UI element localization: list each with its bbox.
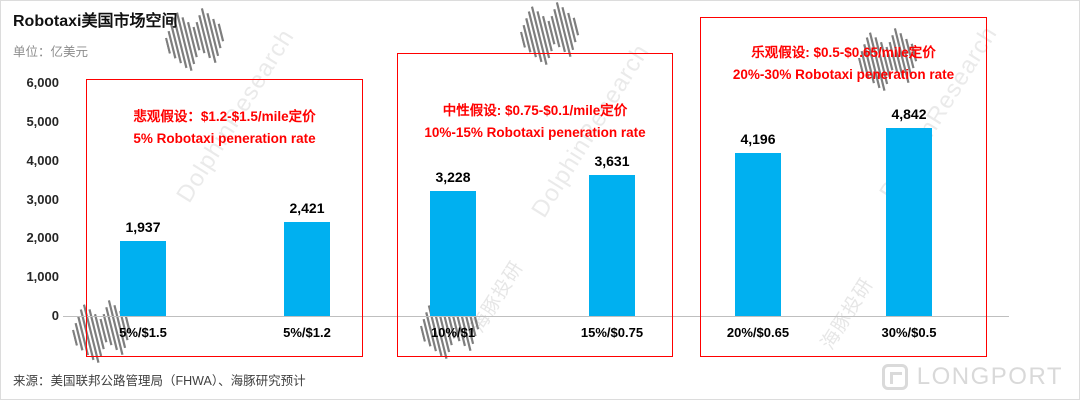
assumption-line-2: 10%-15% Robotaxi peneration rate [424, 125, 646, 140]
page-title: Robotaxi美国市场空间 [13, 13, 178, 30]
bar-category-label: 5%/$1.2 [283, 325, 331, 340]
y-tick-label: 2,000 [26, 230, 59, 246]
assumption-line-1: 中性假设: $0.75-$0.1/mile定价 [442, 103, 628, 118]
bar-20%/$0.65 [735, 153, 781, 316]
x-axis-line [63, 316, 1009, 317]
assumption-line-2: 5% Robotaxi peneration rate [133, 131, 316, 146]
assumption-line-1: 悲观假设：$1.2-$1.5/mile定价 [133, 109, 316, 124]
y-tick-label: 6,000 [26, 75, 59, 90]
bar-10%/$1 [430, 191, 476, 316]
longport-logo: LONGPORT [881, 363, 1063, 391]
source-note: 来源：美国联邦公路管理局（FHWA）、海豚研究预计 [13, 374, 306, 388]
assumption-box-neutral: 中性假设: $0.75-$0.1/mile定价 10%-15% Robotaxi… [397, 53, 673, 357]
assumption-line-2: 20%-30% Robotaxi peneration rate [732, 67, 955, 82]
longport-logo-text: LONGPORT [916, 363, 1063, 390]
bar-category-label: 30%/$0.5 [881, 325, 937, 340]
unit-label: 单位：亿美元 [13, 45, 89, 59]
bar-30%/$0.5 [886, 128, 932, 316]
bar-value-label: 3,228 [435, 169, 471, 185]
longport-logo-icon [881, 364, 908, 390]
bar-category-label: 20%/$0.65 [726, 325, 790, 340]
y-tick-label: 4,000 [26, 152, 59, 168]
assumption-box-pessimistic: 悲观假设：$1.2-$1.5/mile定价 5% Robotaxi penera… [86, 79, 363, 357]
bar-5%/$1.5 [120, 241, 166, 316]
bar-value-label: 3,631 [594, 153, 630, 169]
bar-category-label: 5%/$1.5 [119, 325, 167, 340]
y-tick-label: 3,000 [26, 191, 59, 207]
bar-category-label: 10%/$1 [430, 325, 476, 340]
bar-value-label: 4,196 [740, 131, 776, 147]
bar-5%/$1.2 [284, 222, 330, 316]
assumption-line-1: 乐观假设: $0.5-$0.65/mile定价 [751, 45, 936, 60]
bar-value-label: 1,937 [125, 219, 161, 235]
assumption-box-optimistic: 乐观假设: $0.5-$0.65/mile定价 20%-30% Robotaxi… [700, 17, 987, 357]
y-tick-label: 0 [51, 308, 59, 323]
y-tick-label: 1,000 [26, 269, 59, 285]
y-tick-label: 5,000 [26, 113, 59, 129]
bar-15%/$0.75 [589, 175, 635, 316]
bar-value-label: 2,421 [289, 200, 325, 216]
bar-category-label: 15%/$0.75 [580, 325, 644, 340]
bar-value-label: 4,842 [891, 106, 927, 122]
